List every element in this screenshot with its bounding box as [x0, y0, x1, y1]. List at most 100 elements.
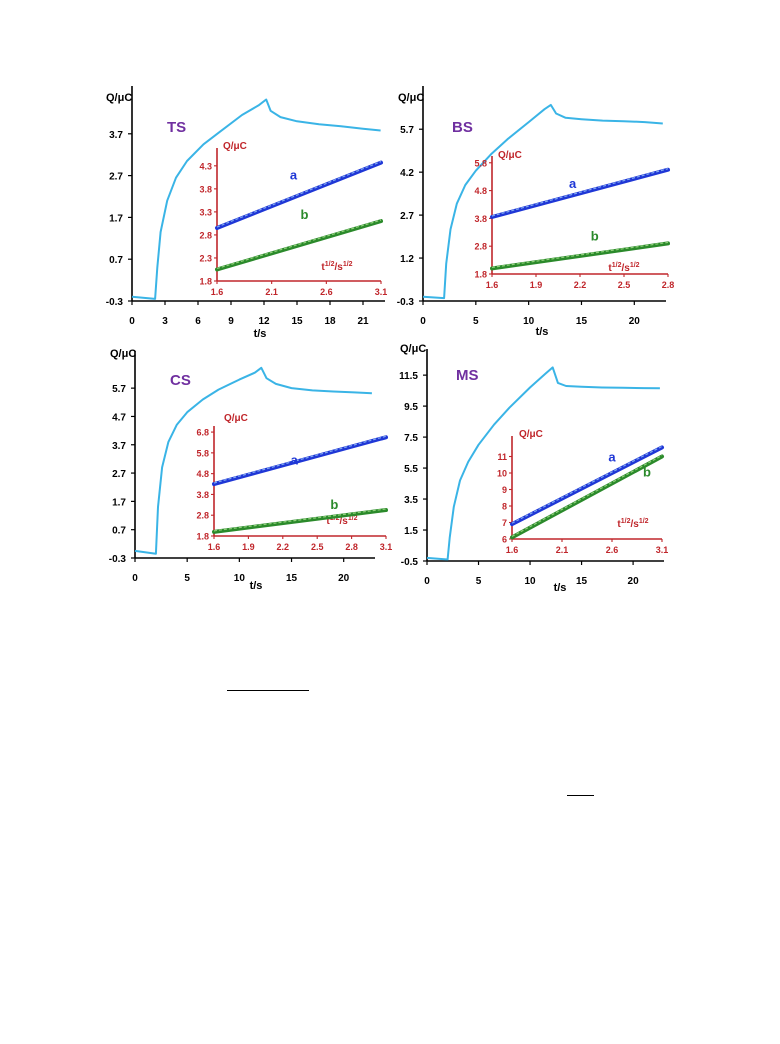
inset-series-b-fit-line — [511, 454, 663, 537]
inset-y-tick-label: 7 — [502, 518, 507, 528]
inset-series-b-label: b — [591, 229, 599, 244]
inset-x-tick-label: 1.9 — [530, 280, 543, 290]
fraction-bar-rule — [567, 795, 594, 796]
main-y-tick-label: 1.5 — [404, 526, 418, 537]
inset-y-tick-label: 8 — [502, 502, 507, 512]
inset-x-axis-label-part: 1/2 — [348, 515, 358, 522]
main-x-axis-label: t/s — [254, 328, 267, 340]
main-x-tick-label: 10 — [524, 576, 536, 587]
inset-series-b-label: b — [643, 464, 651, 479]
inset-y-tick-label: 10 — [497, 469, 507, 479]
inset-y-tick-label: 3.8 — [199, 184, 212, 194]
chart-panel-ms: -0.5 1.5 3.5 5.5 7.5 9.5 11.5 0 5 10 15 20 Q/μC t/s MS… — [399, 343, 668, 594]
inset-x-tick-label: 2.2 — [277, 542, 290, 552]
main-y-axis-label: Q/μC — [110, 348, 136, 360]
inset-y-tick-label: 4.8 — [474, 186, 487, 196]
inset-series-a-label: a — [291, 452, 299, 467]
inset-series-a-line — [510, 445, 664, 527]
main-y-tick-label: 9.5 — [404, 402, 418, 413]
main-y-tick-label: 4.2 — [400, 168, 414, 179]
main-y-tick-label: 4.7 — [112, 412, 126, 423]
charge-transient-line — [422, 103, 663, 300]
main-y-tick-label: 5.7 — [112, 384, 126, 395]
main-x-tick-label: 9 — [228, 316, 234, 327]
inset-series-a-line — [212, 435, 388, 487]
inset-series-a-line — [215, 160, 383, 231]
inset-x-axis-label: t1/2/s1/2 — [617, 518, 648, 530]
inset-x-axis-label-part: /s — [340, 516, 349, 527]
inset-y-tick-label: 4.8 — [196, 469, 209, 479]
inset-series-b-fit-line — [213, 508, 387, 532]
chart-panel-ts: -0.3 0.7 1.7 2.7 3.7 0 3 6 9 12 15 18 21 Q/μC t/s TS 1.8… — [106, 86, 387, 340]
main-y-tick-label: 2.7 — [400, 211, 414, 222]
main-y-tick-label: 5.5 — [404, 464, 418, 475]
inset-y-tick-label: 5.8 — [196, 448, 209, 458]
main-x-tick-label: 10 — [234, 573, 246, 584]
charge-transient-line — [426, 366, 660, 561]
inset-plot: 1.82.32.83.33.84.31.6 2.1 2.6 3.1Q/μCt1/2/s… — [199, 141, 387, 297]
inset-y-tick-label: 4.3 — [199, 161, 212, 171]
main-x-tick-label: 18 — [324, 316, 336, 327]
inset-y-axis-label: Q/μC — [498, 150, 522, 161]
inset-y-tick-label: 1.8 — [196, 532, 209, 542]
inset-x-tick-label: 2.1 — [265, 287, 278, 297]
inset-plot: 1.8 2.8 3.8 4.8 5.8 6.8 1.6 1.9 2.2 2.5 2.8 3.1 Q/μC… — [196, 413, 392, 552]
inset-x-tick-label: 2.8 — [662, 280, 675, 290]
inset-y-axis-label: Q/μC — [224, 413, 248, 424]
charge-transient-line — [134, 366, 372, 555]
inset-x-tick-label: 3.1 — [375, 287, 388, 297]
main-y-tick-label: -0.3 — [106, 297, 124, 308]
inset-series-a-fit-line — [216, 161, 382, 228]
inset-y-tick-label: 6.8 — [196, 428, 209, 438]
inset-y-tick-label: 6 — [502, 535, 507, 545]
main-y-tick-label: 1.7 — [109, 213, 123, 224]
main-x-tick-label: 5 — [184, 573, 190, 584]
inset-y-tick-label: 2.8 — [474, 242, 487, 252]
main-x-tick-label: 15 — [286, 573, 298, 584]
inset-series-a-fit-line — [511, 445, 663, 524]
inset-y-tick-label: 11 — [497, 452, 507, 462]
inset-x-tick-label: 1.6 — [208, 542, 221, 552]
main-x-tick-label: 5 — [476, 576, 482, 587]
inset-y-tick-label: 3.8 — [196, 490, 209, 500]
main-y-tick-label: -0.3 — [397, 297, 415, 308]
main-x-tick-label: 6 — [195, 316, 201, 327]
inset-x-tick-label: 3.1 — [656, 545, 669, 555]
main-x-tick-label: 0 — [129, 316, 135, 327]
main-x-axis-label: t/s — [250, 580, 263, 592]
inset-y-tick-label: 3.8 — [474, 214, 487, 224]
inset-x-tick-label: 2.8 — [345, 542, 358, 552]
inset-x-axis-label-part: 1/2 — [630, 262, 640, 269]
main-y-axis-label: Q/μC — [398, 92, 424, 104]
inset-x-tick-label: 2.6 — [320, 287, 333, 297]
main-y-tick-label: 0.7 — [109, 255, 123, 266]
main-x-tick-label: 20 — [628, 576, 640, 587]
inset-y-tick-label: 3.3 — [199, 207, 212, 217]
main-x-tick-label: 15 — [291, 316, 303, 327]
inset-x-tick-label: 2.5 — [618, 280, 631, 290]
inset-y-tick-label: 2.8 — [196, 511, 209, 521]
inset-series-b-label: b — [300, 207, 308, 222]
inset-x-axis-label-part: t — [608, 263, 612, 274]
inset-x-axis-label: t1/2/s1/2 — [321, 261, 352, 273]
inset-x-axis-label-part: t — [617, 519, 621, 530]
inset-x-tick-label: 2.1 — [556, 545, 569, 555]
main-y-tick-label: 0.7 — [112, 526, 126, 537]
text-underline-rule — [227, 690, 309, 691]
main-x-tick-label: 5 — [473, 316, 479, 327]
inset-x-axis-label-part: 1/2 — [612, 262, 622, 269]
inset-x-axis-label-part: 1/2 — [325, 261, 335, 268]
main-x-tick-label: 0 — [132, 573, 138, 584]
main-y-tick-label: 3.7 — [112, 441, 126, 452]
inset-plot: 1.82.83.84.85.81.6 1.9 2.2 2.5 2.8Q/μCt1/2/s… — [474, 150, 674, 290]
inset-x-tick-label: 3.1 — [380, 542, 393, 552]
inset-y-tick-label: 2.3 — [199, 253, 212, 263]
inset-x-axis-label-part: 1/2 — [621, 518, 631, 525]
main-x-tick-label: 12 — [258, 316, 270, 327]
main-y-tick-label: -0.5 — [401, 557, 419, 568]
inset-x-axis-label-part: /s — [622, 263, 631, 274]
inset-series-b-line — [490, 241, 670, 271]
inset-y-axis-label: Q/μC — [223, 141, 247, 152]
